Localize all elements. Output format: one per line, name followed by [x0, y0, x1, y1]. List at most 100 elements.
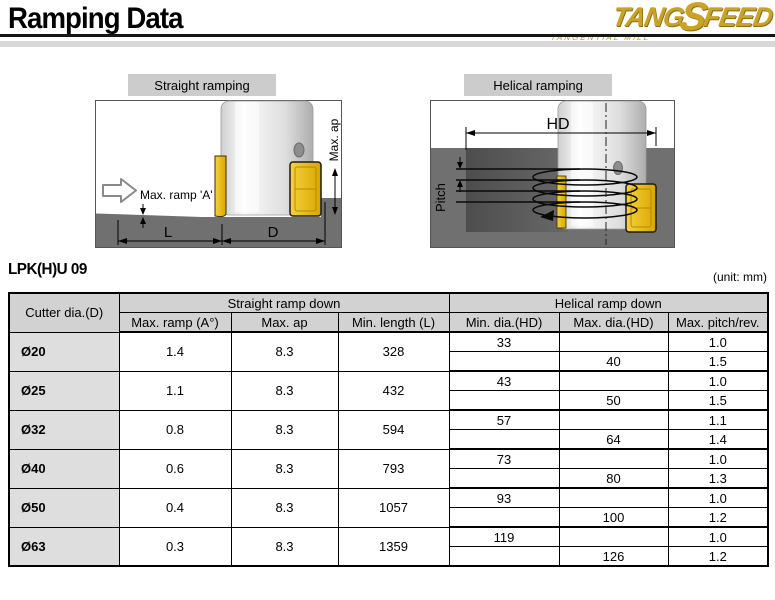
- straight-ramping-caption: Straight ramping: [128, 74, 276, 96]
- cell-pitch-bottom: 1.3: [667, 468, 769, 489]
- cell-empty: [558, 331, 669, 352]
- cell-pitch-bottom: 1.2: [667, 507, 769, 528]
- cell-pitch-bottom: 1.5: [667, 390, 769, 411]
- table-row: 64 1.4: [9, 429, 769, 450]
- length-diameter-dimension: [117, 202, 326, 245]
- cell-pitch-top: 1.1: [667, 409, 769, 430]
- cell-empty: [558, 526, 669, 547]
- table-row: 40 1.5: [9, 351, 769, 372]
- cell-min-dia: 57: [448, 409, 560, 430]
- cell-min-dia: 119: [448, 526, 560, 547]
- cell-dia: Ø20: [8, 331, 120, 372]
- cell-max-ap: 8.3: [230, 526, 339, 567]
- screw-hole: [293, 142, 305, 158]
- cell-max-dia: 80: [558, 468, 669, 489]
- max-ap-dimension: [332, 168, 338, 215]
- cell-min-length: 1057: [337, 487, 450, 528]
- table-row: 100 1.2: [9, 507, 769, 528]
- milling-cutter: [214, 100, 322, 218]
- cell-pitch-bottom: 1.5: [667, 351, 769, 372]
- cell-empty: [448, 468, 560, 489]
- cell-max-dia: 64: [558, 429, 669, 450]
- cell-pitch-top: 1.0: [667, 448, 769, 469]
- logo-text-part1: TANG: [610, 2, 686, 32]
- cell-max-ramp: 0.3: [118, 526, 232, 567]
- cell-max-ap: 8.3: [230, 331, 339, 372]
- cell-pitch-bottom: 1.4: [667, 429, 769, 450]
- header-max-ramp: Max. ramp (A°): [118, 312, 232, 333]
- cell-empty: [448, 351, 560, 372]
- header-max-pitch: Max. pitch/rev.: [667, 312, 769, 333]
- cell-min-dia: 33: [448, 331, 560, 352]
- cell-max-dia: 50: [558, 390, 669, 411]
- cell-max-dia: 126: [558, 546, 669, 567]
- cell-max-ap: 8.3: [230, 409, 339, 450]
- title-rule-gray: [0, 41, 775, 47]
- table-row: Ø20 1.4 8.3 328 33 1.0: [8, 331, 769, 372]
- cell-empty: [558, 409, 669, 430]
- helix-arrowhead: [540, 210, 554, 221]
- helical-ramping-diagram: Pitch HD: [430, 100, 675, 248]
- max-ap-label: Max. ap: [327, 118, 341, 161]
- cell-min-length: 594: [337, 409, 450, 450]
- cell-max-ramp: 0.4: [118, 487, 232, 528]
- cell-min-dia: 93: [448, 487, 560, 508]
- cell-dia: Ø32: [8, 409, 120, 450]
- straight-ramping-diagram: Max. ramp 'A' L D Max. ap: [95, 100, 342, 248]
- cell-empty: [448, 429, 560, 450]
- table-row: 126 1.2: [9, 546, 769, 567]
- cell-empty: [448, 546, 560, 567]
- cell-empty: [448, 507, 560, 528]
- table-row: 50 1.5: [9, 390, 769, 411]
- hd-label: HD: [546, 116, 569, 133]
- cell-max-ramp: 1.4: [118, 331, 232, 372]
- unit-note: (unit: mm): [713, 270, 767, 284]
- logo-text-part2: FEED: [701, 2, 775, 32]
- table-row: Ø63 0.3 8.3 1359 119 1.0: [8, 526, 769, 567]
- cell-dia: Ø25: [8, 370, 120, 411]
- cell-min-dia: 43: [448, 370, 560, 391]
- left-insert: [214, 155, 227, 218]
- title-rule-black: [0, 34, 775, 37]
- header-straight-group: Straight ramp down: [118, 292, 450, 313]
- cell-empty: [558, 370, 669, 391]
- cell-dia: Ø50: [8, 487, 120, 528]
- cell-empty: [558, 448, 669, 469]
- cell-dia: Ø40: [8, 448, 120, 489]
- ramping-data-table: Cutter dia.(D) Straight ramp down Helica…: [8, 292, 770, 567]
- ramp-angle-dimension: [140, 204, 146, 228]
- pitch-label: Pitch: [433, 183, 448, 212]
- cell-pitch-top: 1.0: [667, 370, 769, 391]
- right-insert: [289, 161, 322, 217]
- product-code: LPK(H)U 09: [8, 261, 87, 278]
- cell-max-dia: 100: [558, 507, 669, 528]
- table-row: Ø25 1.1 8.3 432 43 1.0: [8, 370, 769, 411]
- cell-pitch-top: 1.0: [667, 487, 769, 508]
- cell-pitch-bottom: 1.2: [667, 546, 769, 567]
- diameter-label: D: [268, 224, 279, 241]
- helical-ramping-caption: Helical ramping: [464, 74, 612, 96]
- cell-min-length: 432: [337, 370, 450, 411]
- pitch-dimension: [457, 157, 463, 192]
- table-row: Ø32 0.8 8.3 594 57 1.1: [8, 409, 769, 450]
- cell-min-length: 793: [337, 448, 450, 489]
- cell-pitch-top: 1.0: [667, 331, 769, 352]
- cell-min-length: 1359: [337, 526, 450, 567]
- header-min-dia: Min. dia.(HD): [448, 312, 560, 333]
- header-helical-group: Helical ramp down: [448, 292, 769, 313]
- header-cutter-dia: Cutter dia.(D): [8, 292, 120, 333]
- cell-max-ap: 8.3: [230, 370, 339, 411]
- cell-empty: [448, 390, 560, 411]
- cell-max-ramp: 0.8: [118, 409, 232, 450]
- helix-path: [456, 168, 638, 221]
- cell-dia: Ø63: [8, 526, 120, 567]
- feed-direction-arrow: [102, 178, 137, 203]
- screw-hole: [613, 161, 623, 175]
- table-row: Ø50 0.4 8.3 1057 93 1.0: [8, 487, 769, 528]
- cell-pitch-top: 1.0: [667, 526, 769, 547]
- ramping-data-table-wrap: Cutter dia.(D) Straight ramp down Helica…: [8, 292, 770, 567]
- header-min-length: Min. length (L): [337, 312, 450, 333]
- cell-max-ramp: 0.6: [118, 448, 232, 489]
- brand-logo-wordmark: TANGSFEED: [518, 0, 775, 39]
